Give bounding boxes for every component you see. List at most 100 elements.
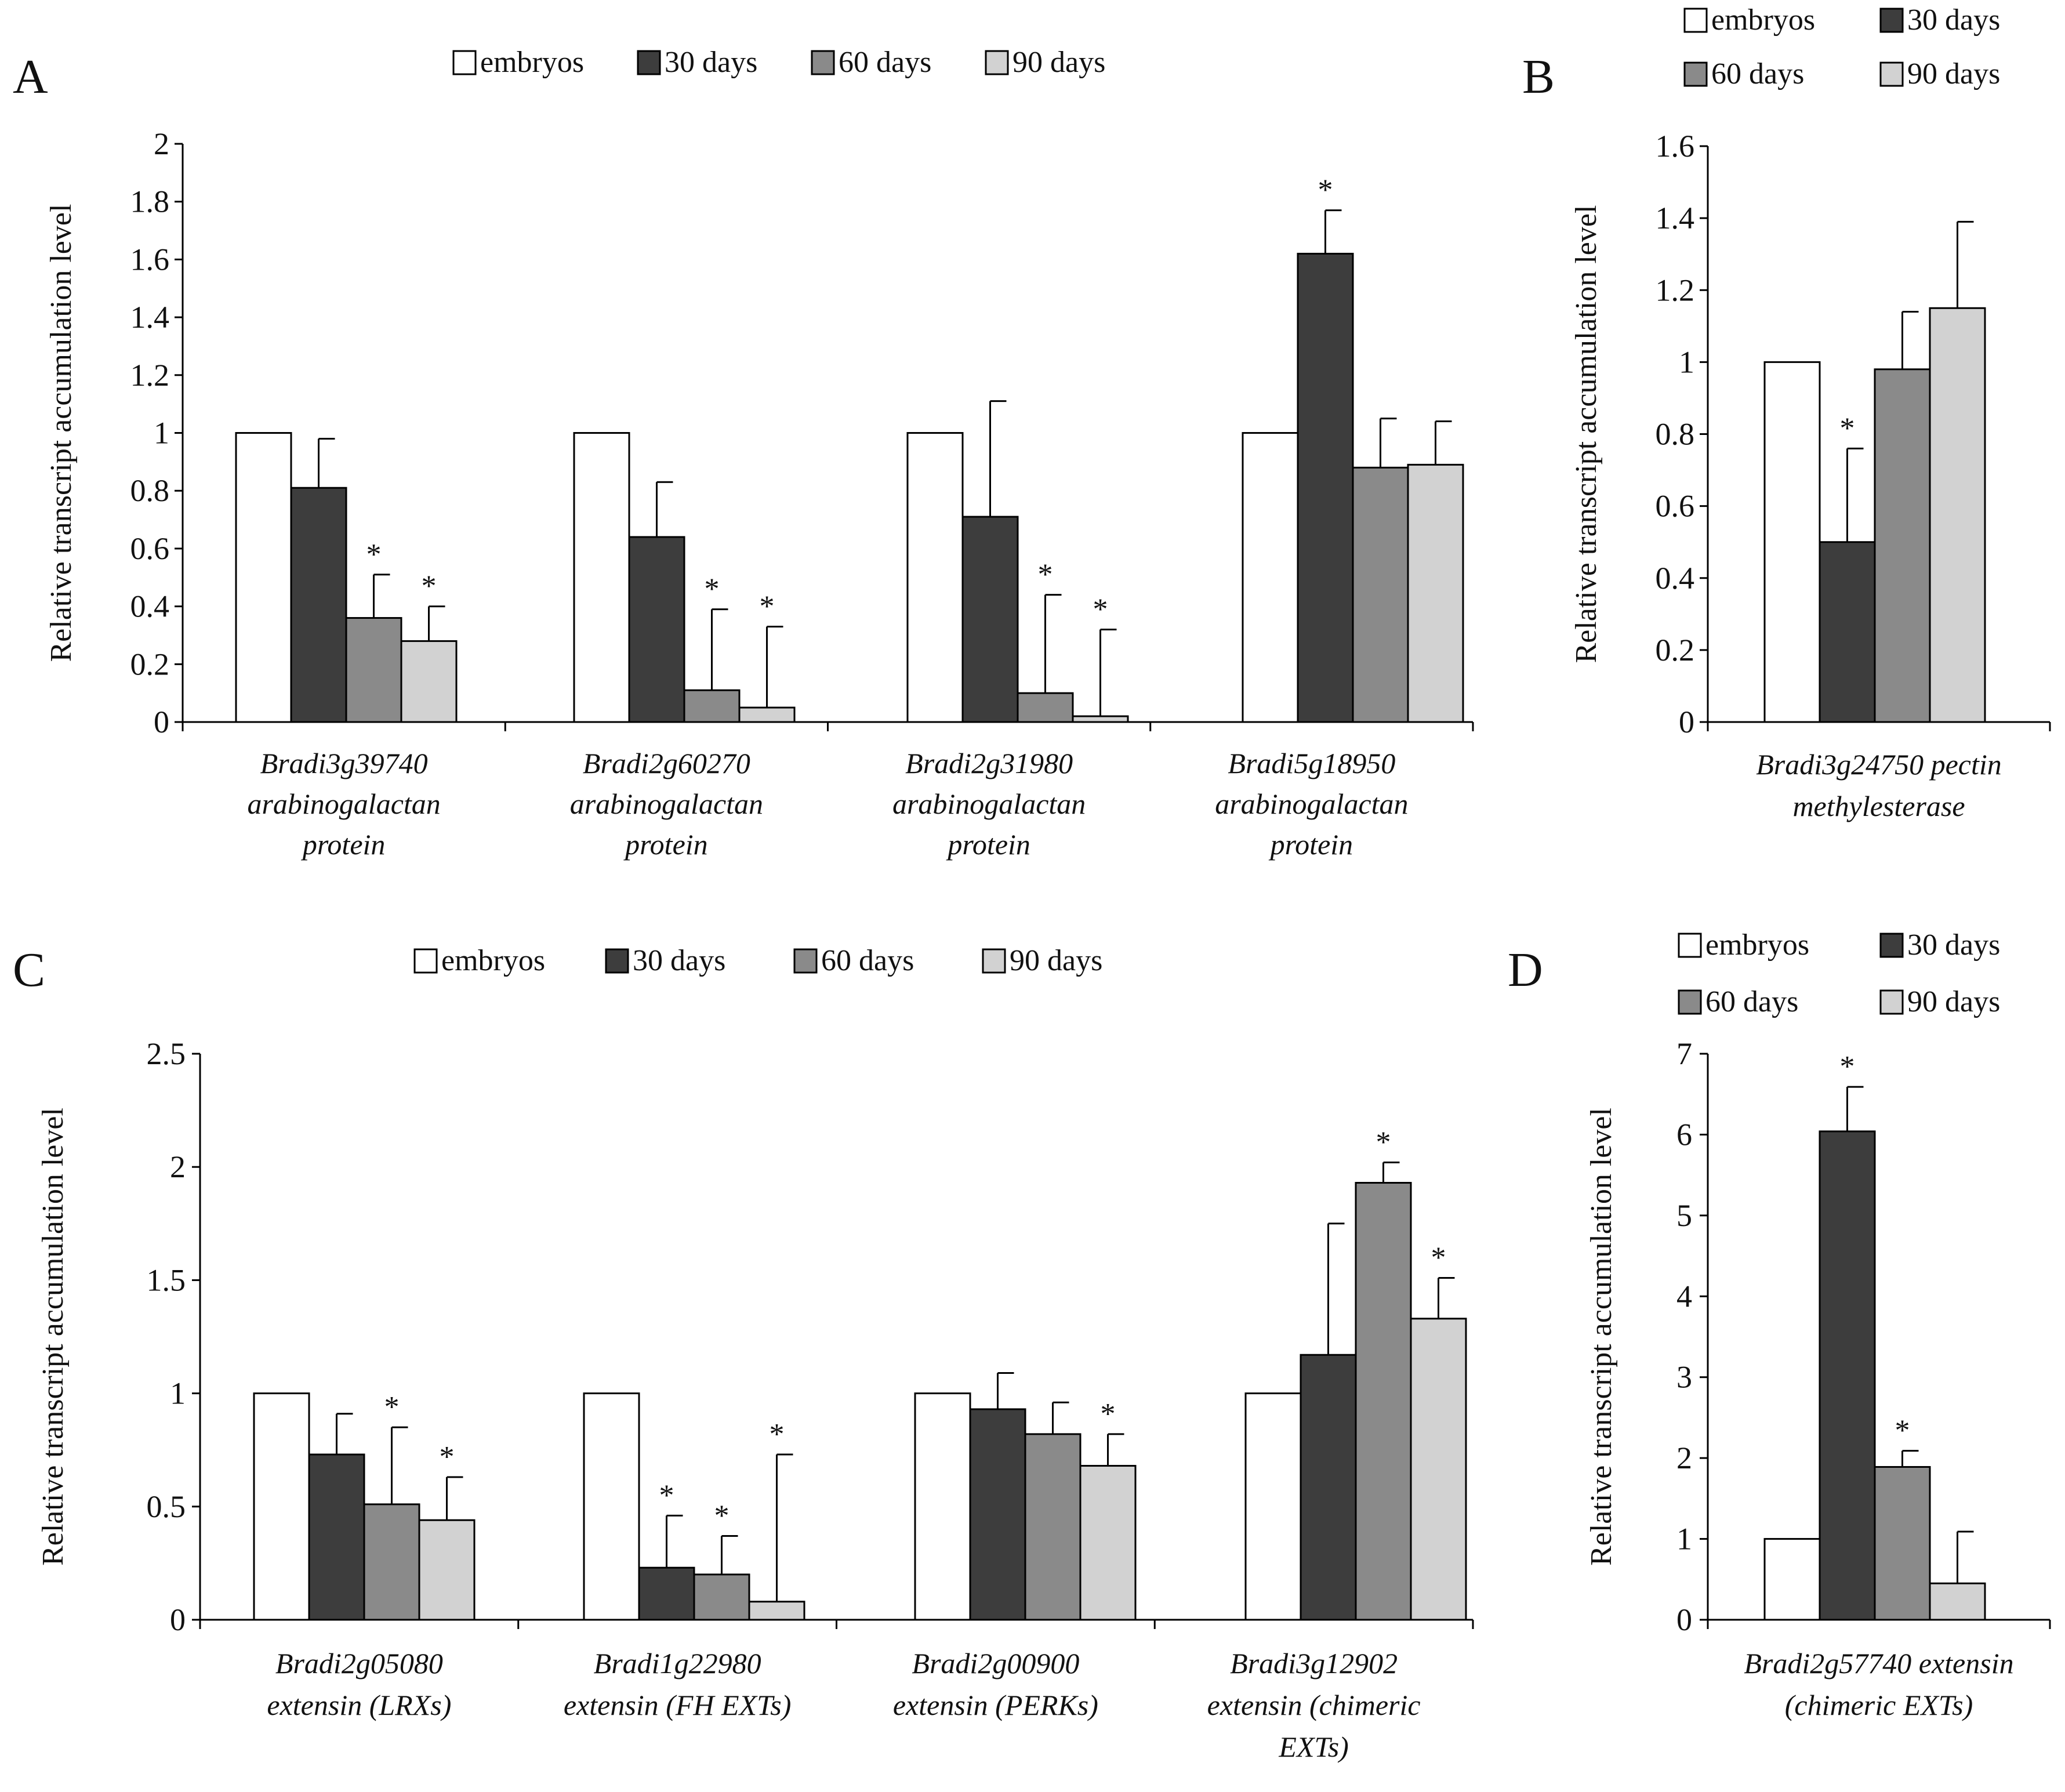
panel-b-bar [1819, 541, 1876, 723]
panel-d-legend-label: 30 days [1907, 928, 2000, 962]
panel-c-legend-label: embryos [441, 944, 545, 977]
panel-b-legend-label: embryos [1711, 3, 1815, 37]
panel-d-y-tick-label: 6 [1676, 1117, 1692, 1152]
panel-c-bar [583, 1392, 640, 1621]
panel-c-y-axis-label: Relative transcript accumulation level [37, 1108, 70, 1566]
panel-c-y-tick-label: 0.5 [147, 1489, 186, 1524]
panel-a-legend-label: 90 days [1012, 46, 1105, 79]
panel-a-bar [400, 640, 458, 723]
panel-d-significance-star: * [1840, 1050, 1855, 1083]
panel-c-bar [1244, 1392, 1302, 1621]
panel-a-significance-star: * [366, 538, 382, 571]
panel-label-b: B [1522, 50, 1555, 104]
panel-a-category-label: arabinogalactan [892, 788, 1086, 820]
panel-a-bar [961, 516, 1019, 723]
panel-a-bar [1017, 692, 1074, 723]
panel-c-bar [418, 1519, 476, 1621]
panel-a-category-label: protein [623, 828, 708, 861]
panel-a-legend-swatch [811, 50, 835, 75]
panel-c-bar [748, 1601, 805, 1621]
panel-c-significance-star: * [659, 1479, 674, 1512]
panel-a-y-tick-label: 0 [154, 705, 169, 739]
panel-b-category-label: Bradi3g24750 pectin [1756, 748, 2002, 781]
panel-c-category-label: extensin (PERKs) [893, 1689, 1098, 1721]
panel-a-bar [290, 487, 347, 723]
panel-c-significance-star: * [1101, 1398, 1116, 1431]
panel-d-category-label: (chimeric EXTs) [1785, 1689, 1973, 1721]
panel-a-bar [1242, 432, 1299, 723]
panel-a-significance-star: * [760, 590, 775, 623]
panel-d-legend-label: 60 days [1705, 985, 1798, 1018]
panel-c-category-label: Bradi2g00900 [912, 1647, 1079, 1679]
panel-b-legend-swatch [1879, 61, 1904, 87]
panel-b-bar [1763, 361, 1821, 723]
panel-c-category-label: Bradi1g22980 [594, 1647, 761, 1679]
panel-a-category-label: protein [946, 828, 1030, 861]
panel-a-y-tick-label: 1.6 [130, 242, 170, 277]
panel-b-y-tick-label: 1 [1679, 344, 1694, 379]
panel-d-y-tick-label: 3 [1676, 1360, 1692, 1395]
panel-c-legend-swatch [413, 948, 438, 974]
panel-b-bar [1874, 368, 1931, 723]
panel-a-y-axis-label: Relative transcript accumulation level [45, 204, 78, 662]
panel-b-y-tick-label: 1.6 [1656, 129, 1695, 164]
panel-c-bar [1300, 1354, 1357, 1621]
panel-b-legend-swatch [1683, 8, 1708, 33]
panel-c-category-label: Bradi2g05080 [275, 1647, 443, 1679]
panel-a-bar [345, 617, 402, 723]
panel-c-y-tick-label: 1 [170, 1376, 186, 1411]
panel-c-significance-star: * [1376, 1126, 1391, 1159]
panel-a-y-tick-label: 1.4 [130, 300, 170, 335]
panel-b-y-tick-label: 0.2 [1656, 633, 1695, 668]
panel-a-category-label: arabinogalactan [247, 788, 440, 820]
panel-a-y-tick-label: 0.4 [130, 589, 170, 624]
panel-c-category-label: EXTs) [1278, 1731, 1348, 1763]
panel-label-c: C [13, 943, 45, 997]
panel-d-y-tick-label: 0 [1676, 1602, 1692, 1637]
panel-a-bar [235, 432, 292, 723]
panel-d-chart: 0 1 2 3 4 5 6 7 Relative transcript accumulation… [1585, 928, 2051, 1721]
panel-b-y-tick-label: 0.6 [1656, 489, 1695, 524]
panel-a-legend-swatch [452, 50, 477, 75]
panel-b-category-label: methylesterase [1792, 790, 1965, 822]
panel-a-category-label: Bradi2g60270 [583, 747, 750, 779]
panel-d-category-label: Bradi2g57740 extensin [1744, 1647, 2013, 1679]
panel-a-bar [1407, 463, 1464, 723]
panel-c-bar [969, 1408, 1026, 1621]
panel-a-significance-star: * [422, 570, 437, 603]
panel-a-legend-label: embryos [480, 46, 584, 79]
panel-a-y-tick-label: 1.8 [130, 184, 170, 219]
panel-c-bar [253, 1392, 310, 1621]
panel-d-significance-star: * [1895, 1414, 1910, 1448]
panel-d-y-axis-label: Relative transcript accumulation level [1585, 1108, 1618, 1566]
panel-c-category-label: extensin (LRXs) [267, 1689, 451, 1721]
panel-d-legend-swatch [1879, 933, 1904, 958]
panel-c-significance-star: * [714, 1500, 730, 1533]
panel-d-bar [1874, 1465, 1931, 1621]
panel-d-y-tick-label: 5 [1676, 1198, 1692, 1233]
panel-label-d: D [1508, 943, 1543, 997]
panel-c-legend-label: 60 days [821, 944, 914, 977]
panel-c-legend-swatch [982, 948, 1006, 974]
panel-d-y-tick-label: 7 [1676, 1036, 1692, 1071]
panel-a-legend-swatch [637, 50, 661, 75]
panel-d-bar [1819, 1130, 1876, 1621]
panel-c-legend-swatch [793, 948, 818, 974]
panel-a-significance-star: * [1318, 174, 1333, 207]
panel-b-y-tick-label: 1.2 [1656, 273, 1695, 307]
panel-c-legend-label: 30 days [633, 944, 725, 977]
panel-b-y-tick-label: 0.4 [1656, 561, 1695, 596]
panel-c-bar [308, 1453, 365, 1621]
panel-c-bar [1079, 1465, 1137, 1621]
panel-a-category-label: arabinogalactan [570, 788, 763, 820]
panel-c-category-label: Bradi3g12902 [1230, 1647, 1398, 1679]
panel-c-legend-label: 90 days [1010, 944, 1102, 977]
panel-b-legend-swatch [1879, 8, 1904, 33]
panel-c-significance-star: * [1431, 1241, 1446, 1274]
panel-c-y-tick-label: 2 [170, 1149, 186, 1184]
panel-label-a: A [13, 50, 48, 104]
panel-a-category-label: Bradi5g18950 [1228, 747, 1395, 779]
panel-c-bar [363, 1503, 420, 1621]
panel-c-bar [693, 1573, 750, 1621]
panel-b-significance-star: * [1840, 412, 1855, 445]
